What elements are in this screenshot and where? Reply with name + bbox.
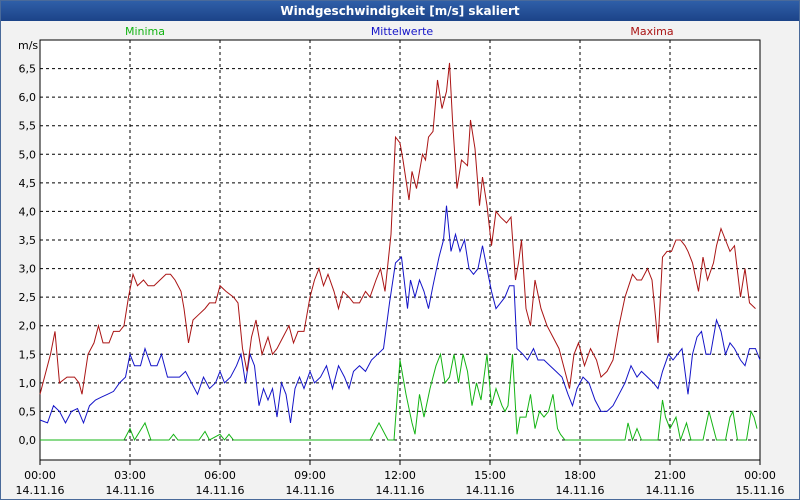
y-tick-label: 1,5 [19, 348, 37, 361]
x-tick-time: 15:00 [474, 469, 506, 482]
x-tick-time: 09:00 [294, 469, 326, 482]
y-tick-label: 1,0 [19, 377, 37, 390]
x-tick-time: 03:00 [114, 469, 146, 482]
series-line-maxima [39, 62, 756, 395]
x-tick-date: 14.11.16 [196, 484, 245, 497]
x-axis-ticks: 00:00 14.11.16 03:00 14.11.16 06:00 14.11.16 0… [16, 460, 785, 497]
legend-entry: Mittelwerte [371, 25, 434, 38]
legend: Minima Mittelwerte Maxima [125, 25, 674, 38]
series-line-mean [39, 205, 761, 425]
legend-entry: Minima [125, 25, 165, 38]
x-tick-time: 00:00 [24, 469, 56, 482]
legend-entry: Maxima [630, 25, 673, 38]
x-tick-date: 14.11.16 [466, 484, 515, 497]
y-tick-label: 5,0 [19, 148, 37, 161]
y-tick-label: 2,0 [19, 320, 37, 333]
y-tick-label: 0,0 [19, 434, 37, 447]
x-tick-time: 12:00 [384, 469, 416, 482]
y-tick-label: 5,5 [19, 120, 37, 133]
grid-lines [40, 40, 760, 460]
x-tick-date: 14.11.16 [16, 484, 65, 497]
x-tick-time: 06:00 [204, 469, 236, 482]
x-tick-date: 14.11.16 [376, 484, 425, 497]
x-tick-date: 14.11.16 [106, 484, 155, 497]
y-tick-label: 3,0 [19, 263, 37, 276]
x-tick-date: 14.11.16 [556, 484, 605, 497]
y-tick-label: 3,5 [19, 234, 37, 247]
x-tick-date: 14.11.16 [646, 484, 695, 497]
window-title: Windgeschwindigkeit [m/s] skaliert [1, 1, 799, 21]
y-axis-ticks: 0,0 0,5 1,0 1,5 2,0 2,5 3,0 3,5 4,0 4,5 5,0 5,5 6,0 6… [19, 63, 37, 447]
y-tick-label: 2,5 [19, 291, 37, 304]
y-tick-label: 4,0 [19, 205, 37, 218]
y-tick-label: 4,5 [19, 177, 37, 190]
y-axis-label: m/s [18, 39, 38, 52]
series-line-minima [40, 352, 758, 442]
x-tick-date: 14.11.16 [286, 484, 335, 497]
x-tick-time: 18:00 [564, 469, 596, 482]
series-lines [39, 62, 761, 442]
y-tick-label: 6,5 [19, 63, 37, 76]
x-tick-time: 00:00 [744, 469, 776, 482]
y-tick-label: 0,5 [19, 405, 37, 418]
x-tick-time: 21:00 [654, 469, 686, 482]
y-tick-label: 6,0 [19, 91, 37, 104]
x-tick-date: 15.11.16 [736, 484, 785, 497]
